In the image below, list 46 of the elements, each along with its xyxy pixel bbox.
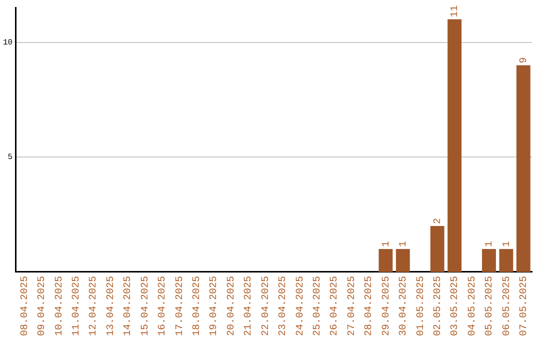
x-tick-label: 28.04.2025 — [364, 276, 376, 336]
x-tick-label: 20.04.2025 — [226, 276, 238, 336]
x-tick-label: 09.04.2025 — [37, 276, 48, 336]
data-label: 11 — [450, 5, 462, 18]
x-tick-label: 26.04.2025 — [330, 276, 341, 336]
bar — [378, 249, 393, 272]
bar — [448, 19, 462, 272]
x-tick-label: 24.04.2025 — [295, 276, 306, 336]
x-tick-label: 13.04.2025 — [106, 276, 117, 336]
x-tick-label: 14.04.2025 — [123, 276, 134, 336]
bar — [499, 249, 514, 272]
x-tick-label: 08.04.2025 — [20, 276, 31, 336]
x-tick-label: 15.04.2025 — [140, 276, 152, 336]
data-label: 1 — [502, 241, 513, 248]
data-label: 1 — [381, 241, 392, 248]
x-tick-label: 19.04.2025 — [209, 276, 220, 336]
bar — [482, 249, 496, 272]
x-tick-label: 10.04.2025 — [54, 276, 66, 336]
x-tick-label: 16.04.2025 — [158, 276, 169, 336]
x-tick-label: 30.04.2025 — [398, 276, 410, 336]
x-tick-label: 23.04.2025 — [278, 276, 290, 336]
data-label: 2 — [432, 218, 444, 224]
x-tick-label: 03.05.2025 — [450, 276, 462, 336]
x-tick-label: 18.04.2025 — [192, 276, 203, 336]
x-tick-label: 17.04.2025 — [174, 276, 186, 336]
data-label: 9 — [519, 57, 530, 64]
x-tick-label: 02.05.2025 — [432, 276, 444, 336]
x-tick-label: 06.05.2025 — [502, 276, 513, 336]
bar — [430, 226, 444, 272]
x-tick-label: 21.04.2025 — [244, 276, 255, 336]
x-tick-label: 04.05.2025 — [467, 276, 478, 336]
x-tick-label: 11.04.2025 — [71, 276, 82, 336]
x-tick-label: 27.04.2025 — [346, 276, 358, 336]
data-label: 1 — [398, 241, 410, 248]
x-tick-label: 12.04.2025 — [88, 276, 100, 336]
x-tick-label: 01.05.2025 — [416, 276, 427, 336]
x-tick-label: 05.05.2025 — [484, 276, 496, 336]
x-tick-label: 07.05.2025 — [519, 276, 530, 336]
bar — [396, 249, 410, 272]
x-tick-label: 25.04.2025 — [312, 276, 324, 336]
y-tick-label: 10 — [2, 38, 13, 48]
x-tick-label: 29.04.2025 — [381, 276, 392, 336]
data-label: 1 — [484, 241, 496, 248]
x-tick-label: 22.04.2025 — [260, 276, 272, 336]
bar — [516, 65, 530, 272]
y-tick-label: 5 — [8, 153, 13, 162]
